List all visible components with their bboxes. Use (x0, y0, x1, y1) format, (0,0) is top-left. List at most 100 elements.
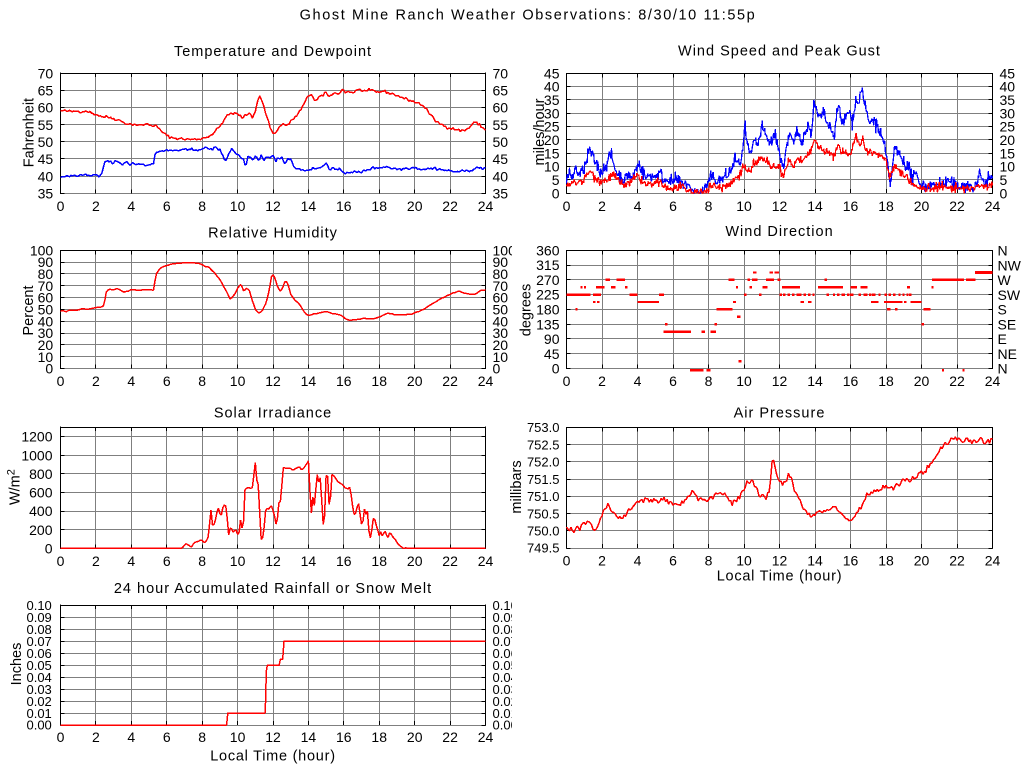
svg-text:W/m2: W/m2 (5, 469, 23, 505)
svg-text:14: 14 (807, 373, 823, 389)
svg-text:10: 10 (230, 373, 246, 389)
svg-text:Air Pressure: Air Pressure (734, 406, 826, 422)
svg-text:35: 35 (38, 185, 54, 201)
svg-text:4: 4 (634, 198, 642, 214)
svg-text:65: 65 (493, 83, 509, 99)
svg-text:20: 20 (914, 553, 930, 569)
svg-text:22: 22 (949, 198, 965, 214)
svg-text:N: N (998, 361, 1008, 377)
svg-text:22: 22 (949, 553, 965, 569)
svg-text:60: 60 (38, 290, 54, 306)
svg-text:14: 14 (807, 198, 823, 214)
svg-text:0.02: 0.02 (26, 694, 51, 709)
svg-text:752.0: 752.0 (527, 455, 560, 470)
svg-text:18: 18 (878, 198, 894, 214)
svg-text:Inches: Inches (9, 643, 25, 686)
svg-text:12: 12 (772, 373, 788, 389)
svg-text:35: 35 (493, 185, 509, 201)
svg-text:0.05: 0.05 (26, 658, 51, 673)
svg-text:24: 24 (478, 373, 494, 389)
svg-text:0.09: 0.09 (26, 610, 51, 625)
svg-text:0: 0 (1000, 185, 1008, 201)
svg-text:N: N (998, 243, 1008, 259)
svg-text:40: 40 (493, 168, 509, 184)
svg-text:0: 0 (45, 541, 53, 557)
svg-text:16: 16 (843, 553, 859, 569)
svg-text:90: 90 (544, 331, 560, 347)
svg-text:0.07: 0.07 (493, 634, 518, 649)
svg-text:20: 20 (38, 337, 54, 353)
svg-text:2: 2 (92, 729, 100, 745)
svg-text:20: 20 (493, 337, 509, 353)
svg-text:S: S (998, 302, 1007, 318)
svg-text:0.08: 0.08 (493, 622, 518, 637)
svg-text:10: 10 (1000, 159, 1016, 175)
svg-text:24: 24 (985, 553, 1001, 569)
svg-text:0: 0 (563, 373, 571, 389)
svg-text:20: 20 (407, 198, 423, 214)
svg-text:50: 50 (38, 302, 54, 318)
svg-text:20: 20 (914, 373, 930, 389)
svg-text:12: 12 (265, 553, 281, 569)
svg-text:45: 45 (38, 151, 54, 167)
svg-text:0.06: 0.06 (493, 646, 518, 661)
svg-text:22: 22 (442, 198, 458, 214)
svg-text:0.09: 0.09 (493, 610, 518, 625)
svg-text:135: 135 (536, 316, 560, 332)
svg-text:1200: 1200 (21, 429, 52, 445)
svg-text:16: 16 (336, 373, 352, 389)
svg-text:16: 16 (336, 553, 352, 569)
svg-text:10: 10 (736, 198, 752, 214)
svg-text:10: 10 (544, 159, 560, 175)
svg-text:8: 8 (705, 553, 713, 569)
svg-text:40: 40 (493, 313, 509, 329)
svg-text:5: 5 (552, 172, 560, 188)
svg-text:2: 2 (92, 198, 100, 214)
svg-text:80: 80 (38, 266, 54, 282)
svg-text:10: 10 (493, 349, 509, 365)
svg-text:60: 60 (493, 290, 509, 306)
svg-text:65: 65 (38, 83, 54, 99)
svg-text:750.0: 750.0 (527, 524, 560, 539)
svg-text:2: 2 (598, 373, 606, 389)
svg-text:16: 16 (336, 729, 352, 745)
svg-text:16: 16 (843, 198, 859, 214)
svg-text:225: 225 (536, 287, 560, 303)
svg-text:2: 2 (92, 373, 100, 389)
svg-text:0: 0 (45, 361, 53, 377)
svg-text:10: 10 (736, 373, 752, 389)
svg-text:14: 14 (301, 553, 317, 569)
svg-text:millibars: millibars (509, 460, 525, 513)
svg-text:20: 20 (407, 373, 423, 389)
svg-text:0: 0 (552, 185, 560, 201)
svg-text:45: 45 (544, 65, 560, 81)
svg-text:8: 8 (198, 373, 206, 389)
svg-text:4: 4 (634, 553, 642, 569)
svg-text:753.0: 753.0 (527, 420, 560, 435)
svg-text:Relative Humidity: Relative Humidity (208, 226, 338, 242)
svg-text:0.01: 0.01 (493, 706, 518, 721)
svg-text:14: 14 (807, 553, 823, 569)
svg-text:Local Time (hour): Local Time (hour) (717, 569, 843, 585)
svg-text:90: 90 (493, 254, 509, 270)
svg-text:18: 18 (371, 198, 387, 214)
svg-text:35: 35 (544, 92, 560, 108)
svg-text:8: 8 (198, 553, 206, 569)
svg-text:200: 200 (29, 522, 53, 538)
svg-text:60: 60 (493, 100, 509, 116)
svg-text:6: 6 (163, 373, 171, 389)
svg-text:14: 14 (301, 198, 317, 214)
svg-text:0: 0 (563, 553, 571, 569)
svg-text:12: 12 (772, 198, 788, 214)
svg-text:Wind Direction: Wind Direction (725, 224, 833, 240)
svg-text:24: 24 (985, 198, 1001, 214)
svg-text:20: 20 (1000, 132, 1016, 148)
svg-text:20: 20 (407, 553, 423, 569)
svg-text:0.00: 0.00 (26, 718, 51, 733)
svg-text:14: 14 (301, 373, 317, 389)
svg-text:270: 270 (536, 272, 560, 288)
svg-text:8: 8 (705, 373, 713, 389)
svg-text:14: 14 (301, 729, 317, 745)
svg-text:30: 30 (1000, 105, 1016, 121)
svg-text:20: 20 (544, 132, 560, 148)
